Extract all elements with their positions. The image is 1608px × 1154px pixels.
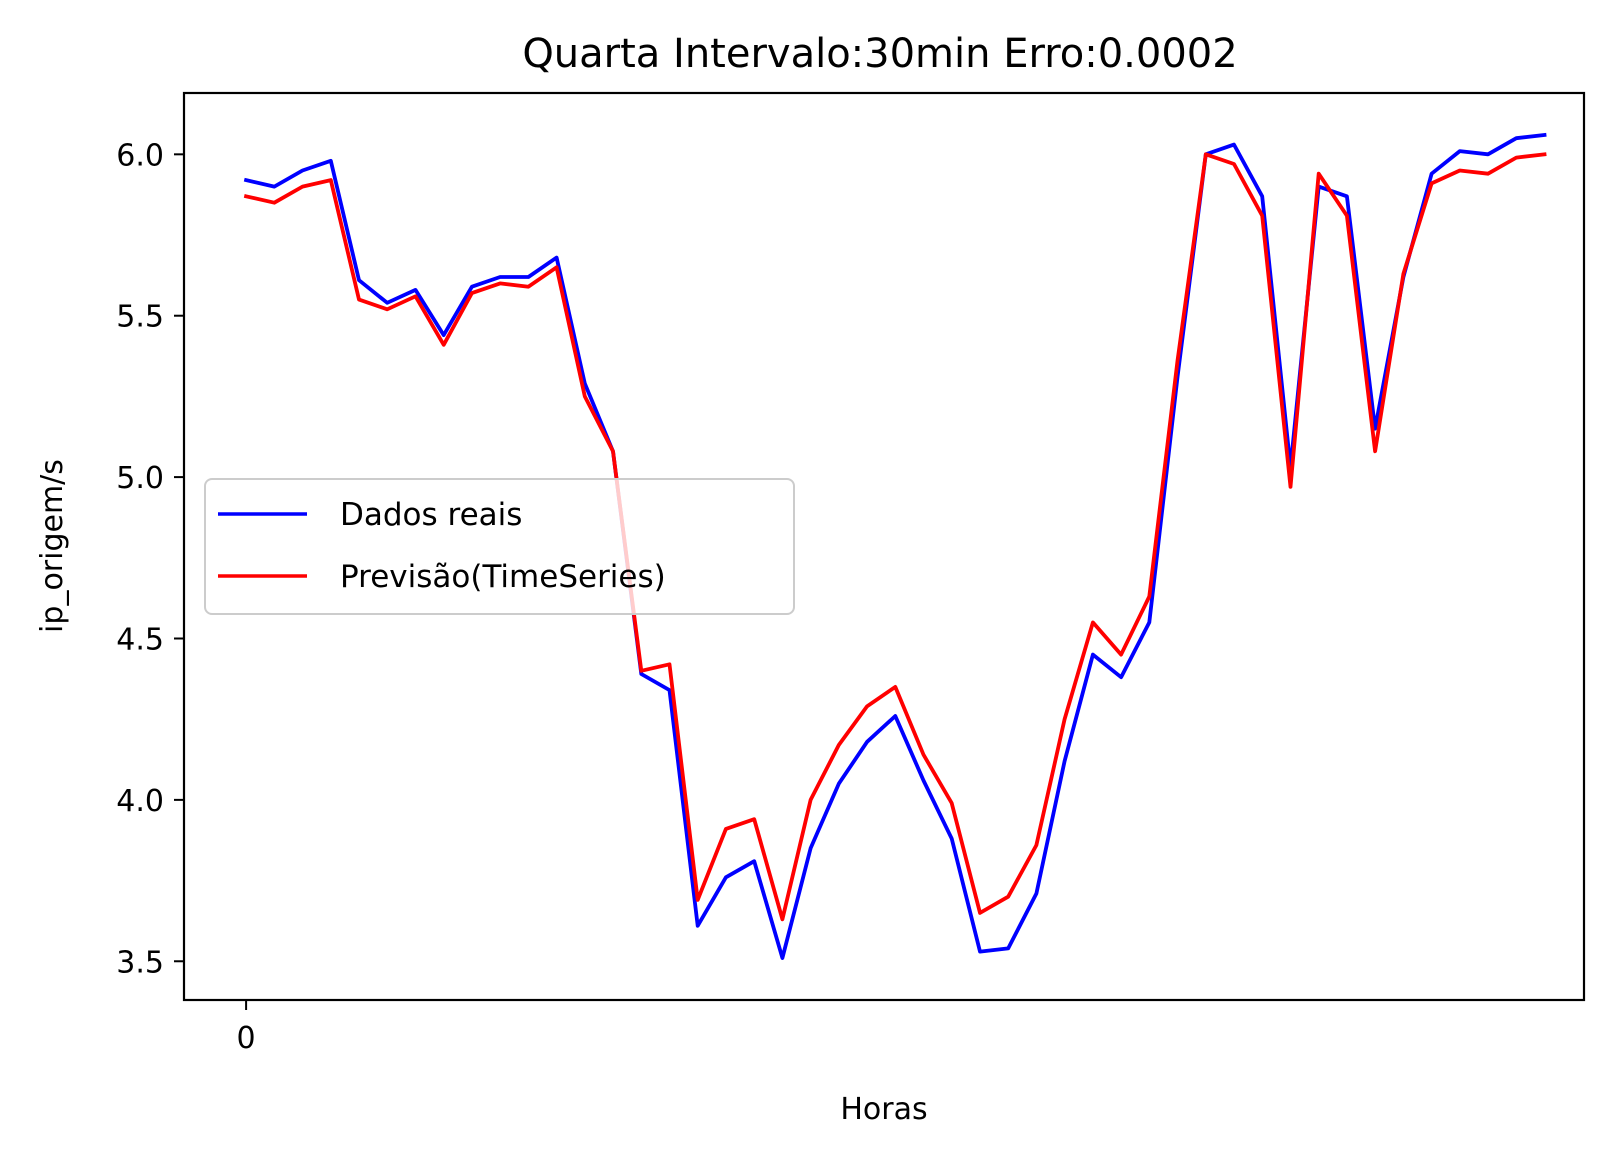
chart-title: Quarta Intervalo:30min Erro:0.0002	[522, 31, 1237, 77]
plot-frame	[182, 91, 1586, 1002]
series-line-1	[243, 152, 1547, 922]
y-tick-label: 6.0	[116, 138, 164, 173]
x-axis-label: Horas	[840, 1092, 927, 1127]
legend: Dados reais Previsão(TimeSeries)	[204, 478, 795, 615]
x-axis: 0	[237, 1000, 256, 1056]
legend-box	[204, 478, 795, 615]
legend-label-previsao: Previsão(TimeSeries)	[340, 559, 666, 595]
series-layer	[243, 132, 1547, 960]
y-tick-label: 4.0	[116, 784, 164, 819]
y-axis: 3.5 4.0 4.5 5.0 5.5 6.0	[116, 138, 184, 980]
legend-label-dados-reais: Dados reais	[340, 497, 522, 533]
y-tick-label: 5.5	[116, 300, 164, 335]
y-tick-label: 3.5	[116, 945, 164, 980]
x-tick-label: 0	[237, 1021, 256, 1056]
y-tick-label: 5.0	[116, 461, 164, 496]
y-axis-label: ip_origem/s	[35, 459, 70, 633]
y-tick-label: 4.5	[116, 622, 164, 657]
